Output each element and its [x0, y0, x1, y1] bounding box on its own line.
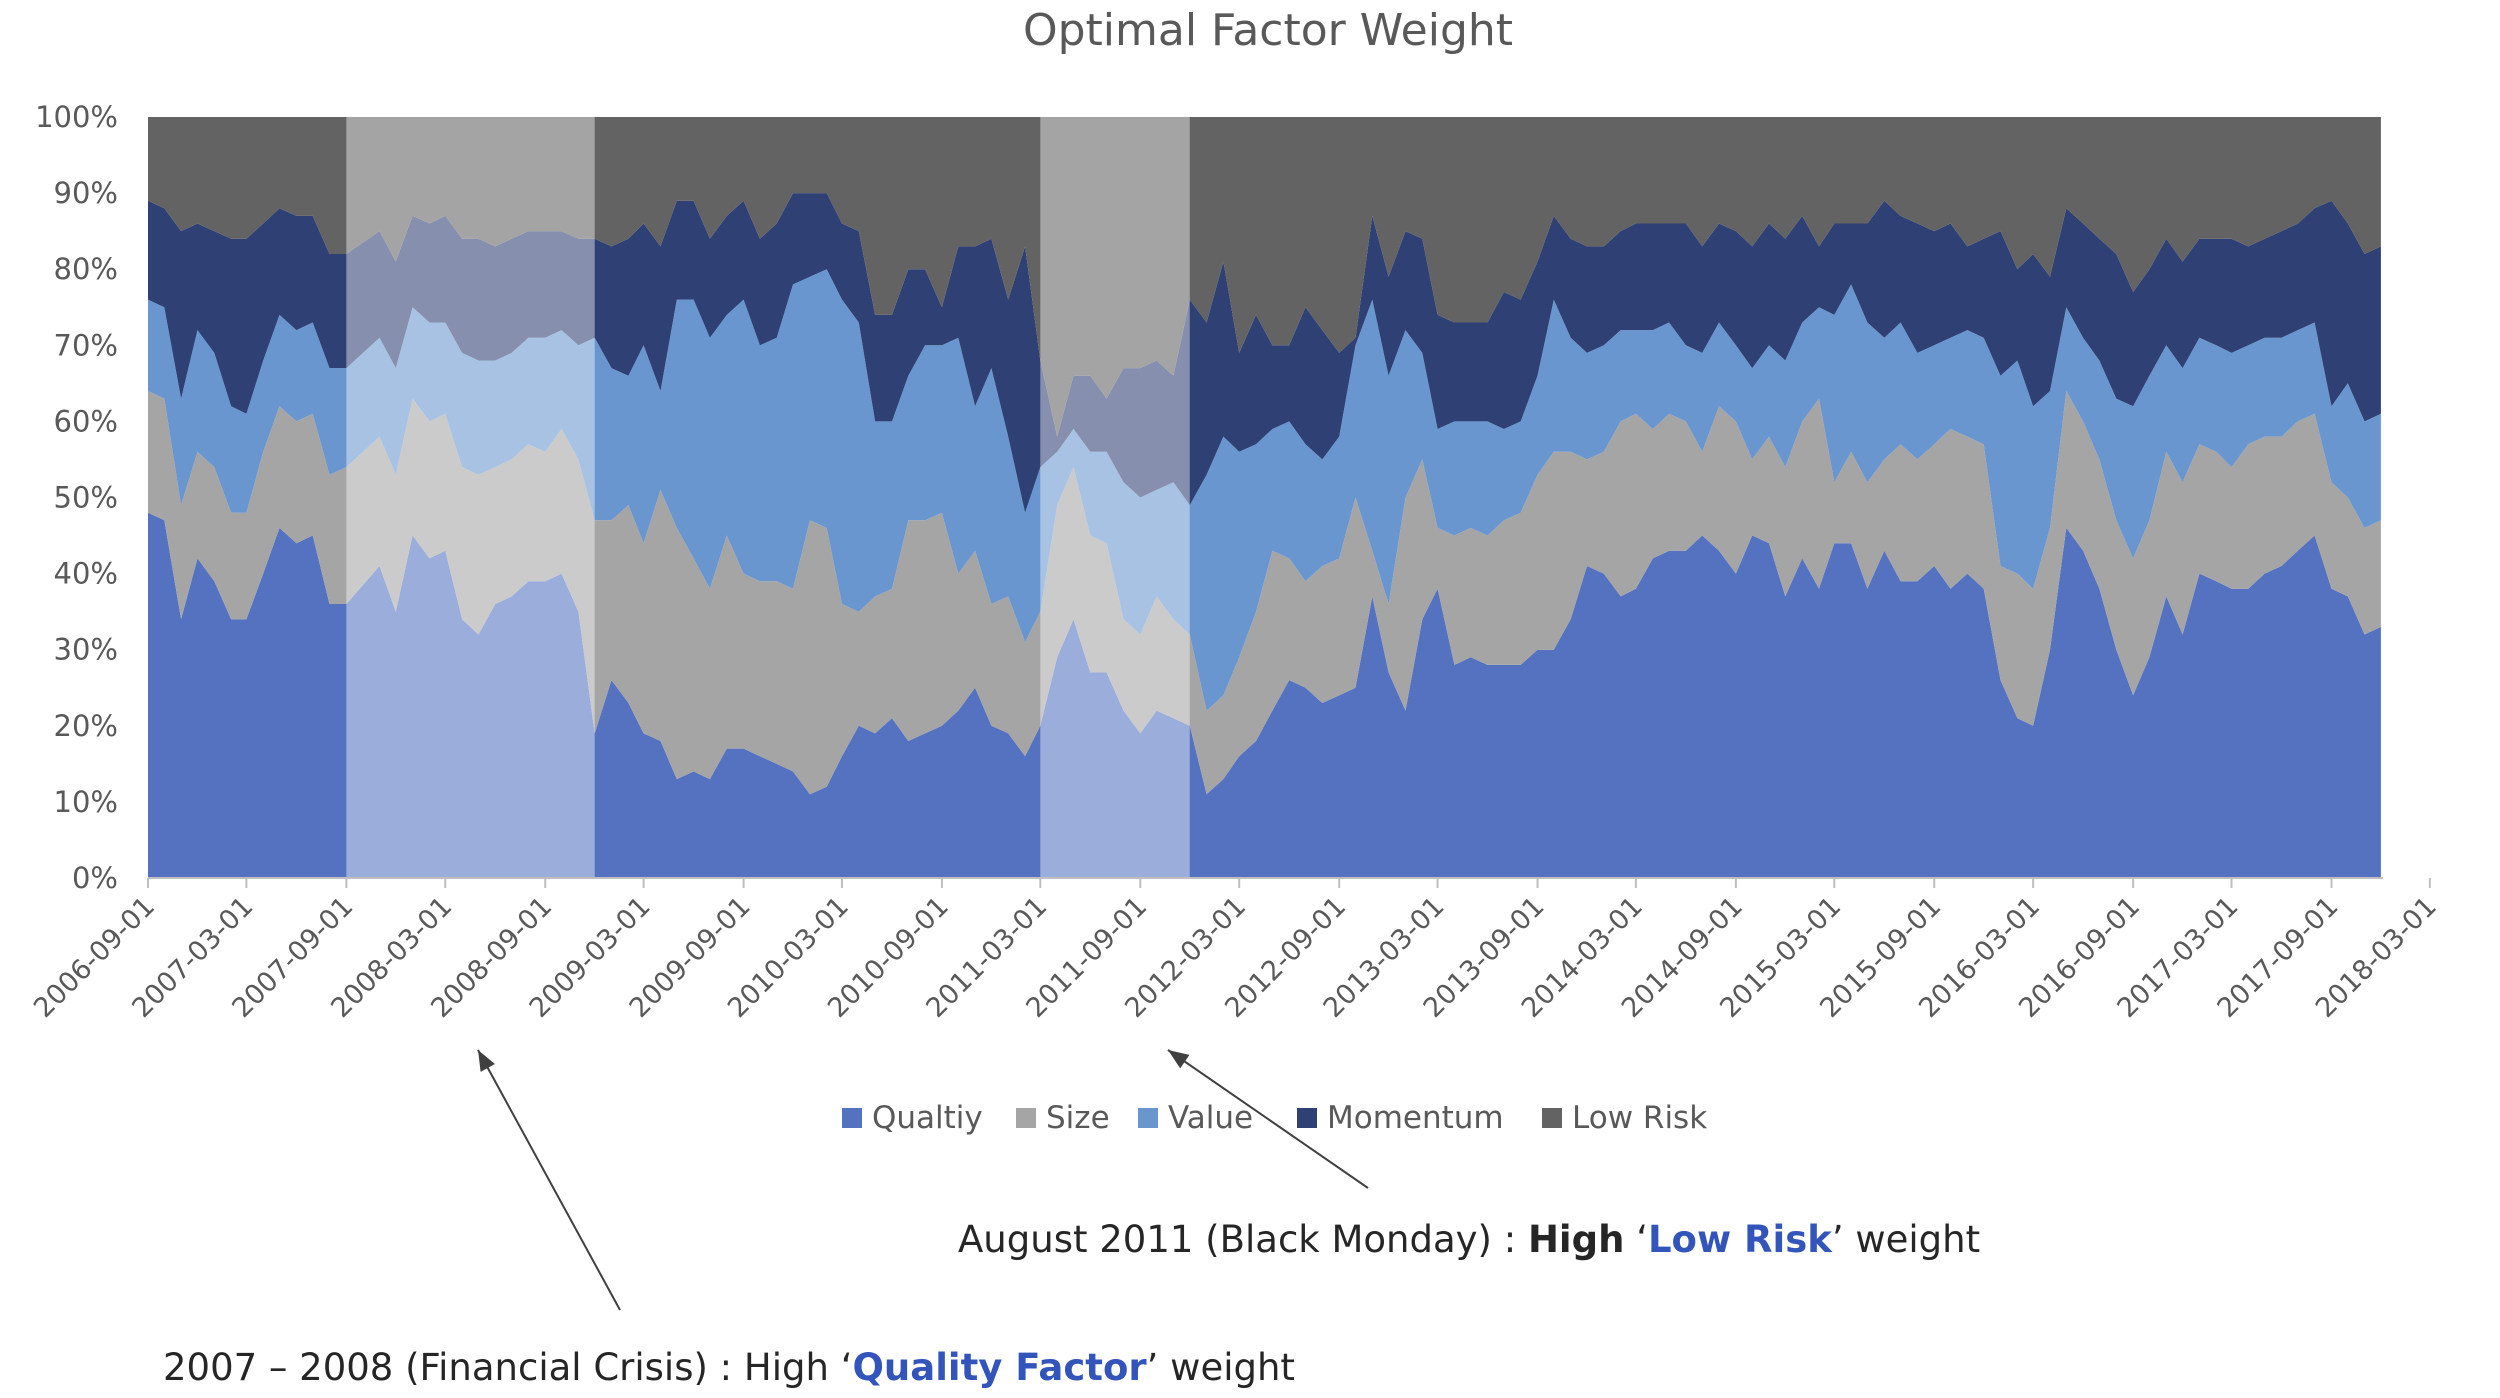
- arrow-financial-crisis: [477, 1049, 621, 1311]
- area-low-risk: [148, 117, 2381, 437]
- legend-swatch: [1016, 1108, 1036, 1128]
- legend-label: Momentum: [1327, 1100, 1504, 1136]
- annotation-financial-crisis: 2007 – 2008 (Financial Crisis) : High ‘Q…: [163, 1346, 1295, 1389]
- legend-swatch: [1138, 1108, 1158, 1128]
- y-tick-label: 90%: [54, 176, 118, 210]
- legend-label: Value: [1168, 1100, 1253, 1136]
- legend-label: Qualtiy: [872, 1100, 983, 1136]
- annotation-financial-crisis-prefix: 2007 – 2008 (Financial Crisis) : High ‘: [163, 1346, 853, 1389]
- highlight-bands: [346, 117, 1190, 878]
- y-tick-label: 10%: [54, 785, 118, 819]
- area-qualtiy: [148, 512, 2381, 878]
- highlight-band-2: [1040, 117, 1190, 878]
- arrow-black-monday: [1167, 1049, 1369, 1189]
- annotation-black-monday-bold: High: [1527, 1218, 1625, 1261]
- y-tick-label: 40%: [54, 557, 118, 591]
- annotation-financial-crisis-highlight: Quality Factor: [852, 1346, 1147, 1389]
- annotation-arrows: [477, 1049, 1369, 1311]
- annotation-financial-crisis-quote-close: ’ weight: [1146, 1346, 1295, 1389]
- y-tick-label: 30%: [54, 633, 118, 667]
- area-size: [148, 391, 2381, 795]
- area-momentum: [148, 193, 2381, 513]
- legend-label: Size: [1046, 1100, 1110, 1136]
- y-tick-label: 80%: [54, 252, 118, 286]
- y-tick-label: 100%: [35, 100, 118, 134]
- y-tick-label: 70%: [54, 328, 118, 362]
- y-tick-label: 0%: [72, 861, 118, 895]
- y-tick-label: 50%: [54, 481, 118, 515]
- area-value: [148, 269, 2381, 711]
- legend-swatch: [1297, 1108, 1317, 1128]
- annotation-black-monday-quote-close: ’ weight: [1831, 1218, 1981, 1261]
- legend: Qualtiy Size Value Momentum Low Risk: [842, 1100, 1707, 1136]
- annotation-black-monday-highlight: Low Risk: [1647, 1218, 1832, 1261]
- plot-areas: [148, 117, 2381, 878]
- y-tick-label: 20%: [54, 709, 118, 743]
- legend-label: Low Risk: [1572, 1100, 1707, 1136]
- annotation-black-monday-quote-open: ‘: [1624, 1218, 1648, 1261]
- annotation-black-monday: August 2011 (Black Monday) : High ‘Low R…: [958, 1218, 1980, 1261]
- highlight-band-1: [346, 117, 595, 878]
- legend-swatch: [1542, 1108, 1562, 1128]
- legend-swatch: [842, 1108, 862, 1128]
- annotation-black-monday-prefix: August 2011 (Black Monday) :: [958, 1218, 1528, 1261]
- chart-title: Optimal Factor Weight: [1023, 5, 1513, 56]
- y-tick-label: 60%: [54, 404, 118, 438]
